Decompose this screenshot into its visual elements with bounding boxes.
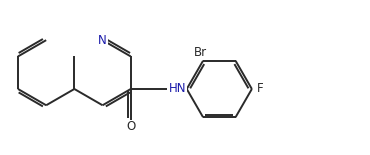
Text: Br: Br — [194, 46, 207, 59]
Text: N: N — [98, 34, 107, 47]
Text: O: O — [126, 120, 135, 133]
Text: HN: HN — [168, 82, 186, 95]
Text: F: F — [257, 82, 264, 95]
